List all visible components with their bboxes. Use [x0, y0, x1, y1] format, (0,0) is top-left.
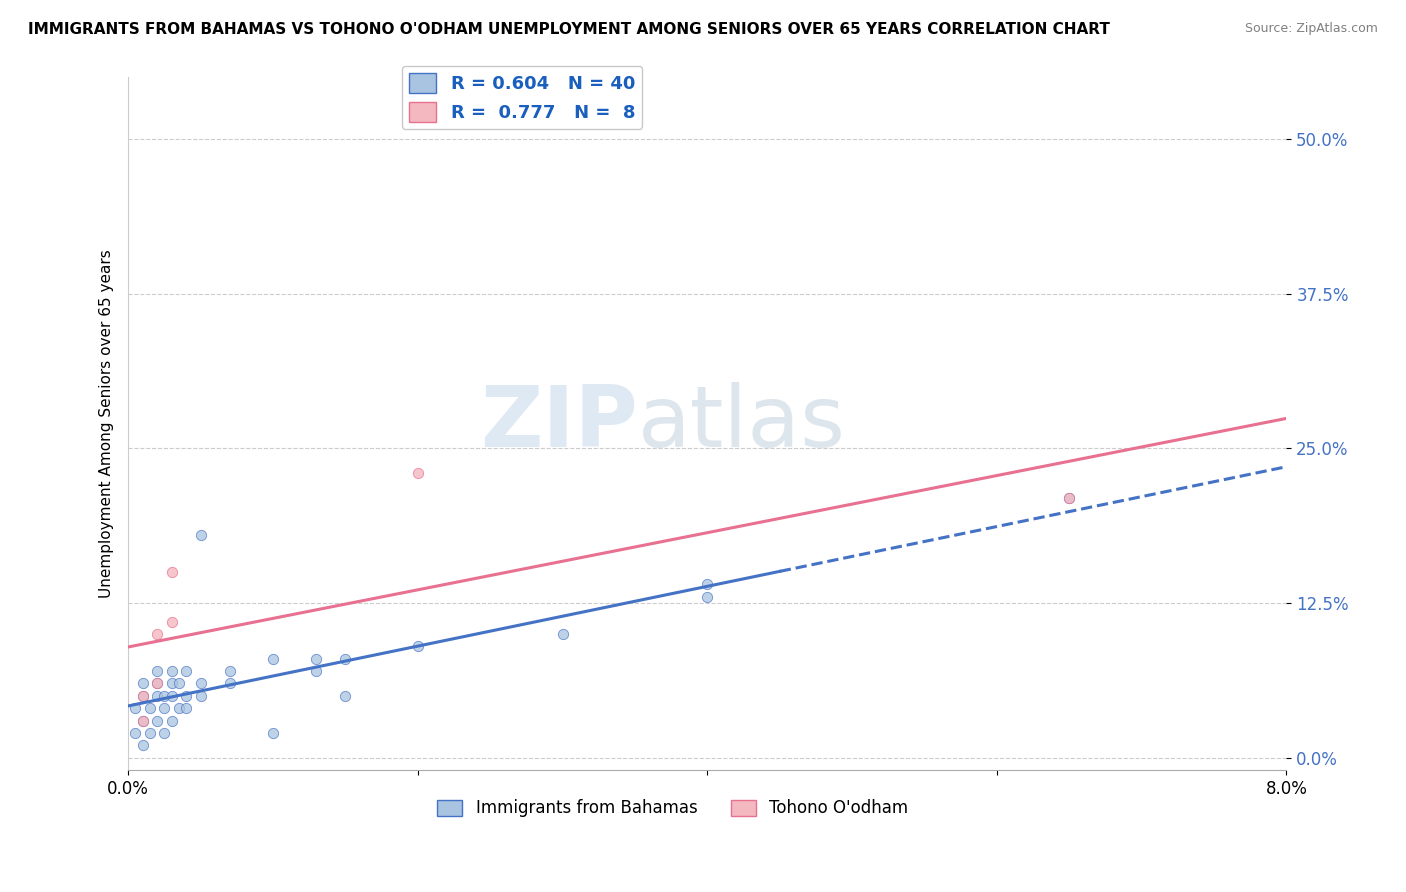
Point — [132, 689, 155, 703]
Point — [551, 627, 574, 641]
Point — [218, 676, 240, 690]
Point — [153, 689, 176, 703]
Point — [167, 701, 190, 715]
Point — [132, 689, 155, 703]
Point — [139, 726, 162, 740]
Point — [335, 689, 357, 703]
Legend: Immigrants from Bahamas, Tohono O'odham: Immigrants from Bahamas, Tohono O'odham — [430, 793, 915, 824]
Point — [146, 689, 169, 703]
Point — [174, 664, 197, 678]
Point — [335, 651, 357, 665]
Point — [146, 664, 169, 678]
Y-axis label: Unemployment Among Seniors over 65 years: Unemployment Among Seniors over 65 years — [100, 250, 114, 599]
Point — [160, 689, 183, 703]
Point — [174, 689, 197, 703]
Point — [124, 701, 146, 715]
Point — [160, 615, 183, 629]
Point — [160, 676, 183, 690]
Point — [696, 590, 718, 604]
Point — [167, 676, 190, 690]
Point — [174, 701, 197, 715]
Text: atlas: atlas — [638, 382, 846, 466]
Text: ZIP: ZIP — [479, 382, 638, 466]
Point — [406, 466, 429, 480]
Point — [160, 714, 183, 728]
Point — [218, 664, 240, 678]
Point — [262, 651, 284, 665]
Point — [190, 676, 212, 690]
Point — [146, 676, 169, 690]
Point — [696, 577, 718, 591]
Text: IMMIGRANTS FROM BAHAMAS VS TOHONO O'ODHAM UNEMPLOYMENT AMONG SENIORS OVER 65 YEA: IMMIGRANTS FROM BAHAMAS VS TOHONO O'ODHA… — [28, 22, 1109, 37]
Point — [305, 651, 328, 665]
Point — [139, 701, 162, 715]
Point — [124, 726, 146, 740]
Point — [146, 627, 169, 641]
Point — [146, 676, 169, 690]
Point — [146, 714, 169, 728]
Point — [262, 726, 284, 740]
Point — [406, 640, 429, 654]
Point — [160, 664, 183, 678]
Text: Source: ZipAtlas.com: Source: ZipAtlas.com — [1244, 22, 1378, 36]
Point — [305, 664, 328, 678]
Point — [132, 676, 155, 690]
Point — [132, 714, 155, 728]
Point — [1059, 491, 1081, 505]
Point — [153, 726, 176, 740]
Point — [132, 738, 155, 752]
Point — [132, 714, 155, 728]
Point — [190, 689, 212, 703]
Point — [160, 565, 183, 579]
Point — [1059, 491, 1081, 505]
Point — [190, 528, 212, 542]
Point — [153, 701, 176, 715]
